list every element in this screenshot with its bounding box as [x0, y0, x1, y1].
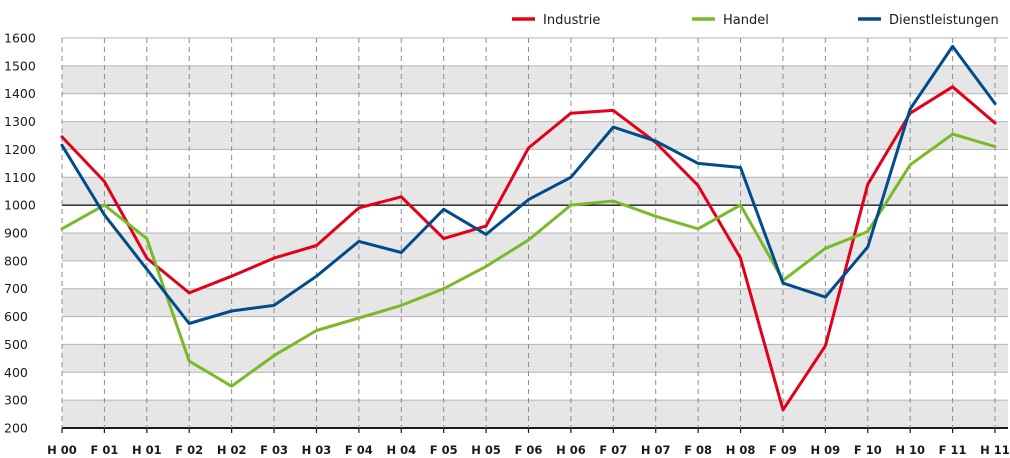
y-tick-label: 1300 — [4, 114, 36, 129]
x-tick-label: H 04 — [386, 443, 416, 457]
x-tick-label: H 11 — [980, 443, 1010, 457]
y-tick-label: 1600 — [4, 31, 36, 46]
x-tick-label: H 01 — [132, 443, 162, 457]
legend-label: Industrie — [543, 13, 600, 28]
x-tick-label: F 01 — [90, 443, 118, 457]
x-tick-label: H 02 — [217, 443, 247, 457]
legend-label: Dienstleistungen — [889, 13, 999, 28]
legend: Industrie Handel Dienstleistungen — [512, 13, 999, 28]
x-tick-label: H 06 — [556, 443, 586, 457]
x-tick-label: F 03 — [260, 443, 288, 457]
x-tick-label: F 02 — [175, 443, 203, 457]
x-tick-label: F 05 — [430, 443, 458, 457]
x-tick-label: F 11 — [939, 443, 967, 457]
x-tick-label: F 06 — [515, 443, 543, 457]
legend-label: Handel — [723, 13, 769, 28]
y-tick-label: 1100 — [4, 170, 36, 185]
y-tick-label: 600 — [4, 309, 28, 324]
background-band — [62, 65, 1008, 94]
y-tick-label: 1400 — [4, 86, 36, 101]
x-tick-label: F 04 — [345, 443, 373, 457]
y-tick-label: 700 — [4, 281, 28, 296]
series-lines — [60, 44, 997, 412]
background-band — [62, 400, 1008, 428]
y-tick-label: 200 — [4, 421, 28, 436]
x-tick-label: H 08 — [726, 443, 756, 457]
x-tick-label: H 07 — [641, 443, 671, 457]
x-tick-label: F 08 — [684, 443, 712, 457]
y-tick-label: 1000 — [4, 198, 36, 213]
series-line-handel — [60, 132, 997, 388]
x-tick-label: F 09 — [769, 443, 797, 457]
x-tick-label: H 10 — [895, 443, 925, 457]
x-tick-label: H 09 — [811, 443, 841, 457]
background-band — [62, 121, 1008, 150]
y-tick-label: 1200 — [4, 142, 36, 157]
background-band — [62, 288, 1008, 317]
y-tick-label: 500 — [4, 337, 28, 352]
background-band — [62, 177, 1008, 206]
y-tick-label: 400 — [4, 365, 28, 380]
x-axis-tick-labels: H 00 F 01 H 01 F 02 H 02 F 03 H 03 F 04 H 04 F 05… — [47, 443, 1010, 457]
x-tick-label: H 03 — [302, 443, 332, 457]
background-band — [62, 344, 1008, 373]
x-tick-label: F 07 — [599, 443, 627, 457]
y-tick-label: 1500 — [4, 58, 36, 73]
y-axis-tick-labels: 200 300 400 500 600 700 800 900 1000 1100 1200 1300… — [4, 31, 36, 436]
series-line-dienstleistungen — [60, 44, 997, 325]
y-tick-label: 300 — [4, 393, 28, 408]
x-tick-label: H 05 — [471, 443, 501, 457]
y-tick-label: 900 — [4, 226, 28, 241]
vertical-gridlines — [61, 38, 996, 433]
series-line-industrie — [60, 85, 997, 412]
x-tick-label: H 00 — [47, 443, 77, 457]
y-tick-label: 800 — [4, 253, 28, 268]
x-tick-label: F 10 — [854, 443, 882, 457]
horizontal-gridlines — [62, 37, 1008, 429]
